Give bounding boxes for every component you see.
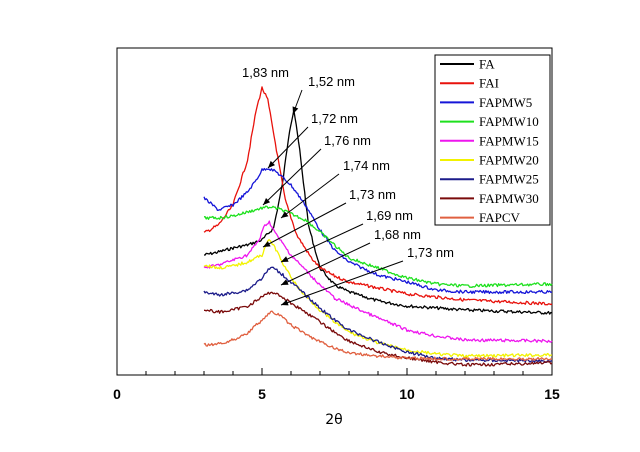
annotation-arrowhead xyxy=(268,160,275,168)
legend-label: FAPMW5 xyxy=(479,95,532,110)
series-line-fapmw10 xyxy=(203,205,553,288)
series-line-fa xyxy=(204,109,553,315)
series-line-fapmw5 xyxy=(203,167,553,295)
legend-label: FAPCV xyxy=(479,210,521,225)
legend-label: FAPMW20 xyxy=(479,153,539,168)
annotation-arrow xyxy=(267,126,309,169)
plot-frame xyxy=(116,47,553,376)
legend-label: FAI xyxy=(479,76,499,91)
series-line-fapmw20 xyxy=(203,239,553,359)
annotation-label: 1,68 nm xyxy=(374,227,421,242)
series-line-fapcv xyxy=(203,310,552,362)
annotation-arrowhead xyxy=(281,211,289,218)
legend-label: FAPMW30 xyxy=(479,191,539,206)
annotation-label: 1,69 nm xyxy=(366,208,413,223)
x-tick-label: 15 xyxy=(544,386,560,402)
x-tick-label: 0 xyxy=(113,386,121,402)
legend-label: FAPMW10 xyxy=(479,114,539,129)
annotation-label: 1,72 nm xyxy=(311,111,358,126)
annotation-label: 1,76 nm xyxy=(324,133,371,148)
x-axis-title: 2θ xyxy=(325,412,342,428)
annotation-arrowhead xyxy=(281,299,289,306)
x-axis: 0 5 10 15 xyxy=(113,368,560,402)
annotation-label: 1,74 nm xyxy=(343,158,390,173)
annotation-label: 1,73 nm xyxy=(407,245,454,260)
annotation-label: 1,52 nm xyxy=(308,74,355,89)
series-layer xyxy=(203,86,553,367)
annotation-layer: 1,83 nm 1,52 nm 1,72 nm 1,76 nm 1,74 nm 1,73 … xyxy=(242,65,454,306)
annotation-arrowhead xyxy=(281,279,289,285)
annotation-arrowhead xyxy=(281,256,289,262)
series-line-fapmw30 xyxy=(204,291,553,367)
legend-label: FAPMW15 xyxy=(479,133,539,148)
x-tick-label: 10 xyxy=(399,386,415,402)
series-line-fai xyxy=(203,86,553,306)
legend: FA FAI FAPMW5 FAPMW10 FAPMW15 FAPMW20 FAPMW25 F… xyxy=(434,54,551,226)
annotation-arrow xyxy=(280,242,371,286)
legend-label: FA xyxy=(479,57,495,72)
legend-label: FAPMW25 xyxy=(479,172,539,187)
annotation-arrow xyxy=(280,223,364,263)
annotation-arrowhead xyxy=(292,106,299,114)
annotation-arrow xyxy=(262,148,322,206)
annotation-arrow xyxy=(262,202,347,248)
annotation-label: 1,73 nm xyxy=(349,187,396,202)
x-tick-label: 5 xyxy=(258,386,266,402)
annotation-label: 1,83 nm xyxy=(242,65,289,80)
series-line-fapmw25 xyxy=(203,266,553,364)
series-line-fapmw15 xyxy=(203,220,553,343)
annotation-arrow xyxy=(280,260,404,306)
annotation-arrowhead xyxy=(263,198,271,205)
annotation-arrowhead xyxy=(263,241,271,247)
annotation-arrow xyxy=(280,173,340,219)
